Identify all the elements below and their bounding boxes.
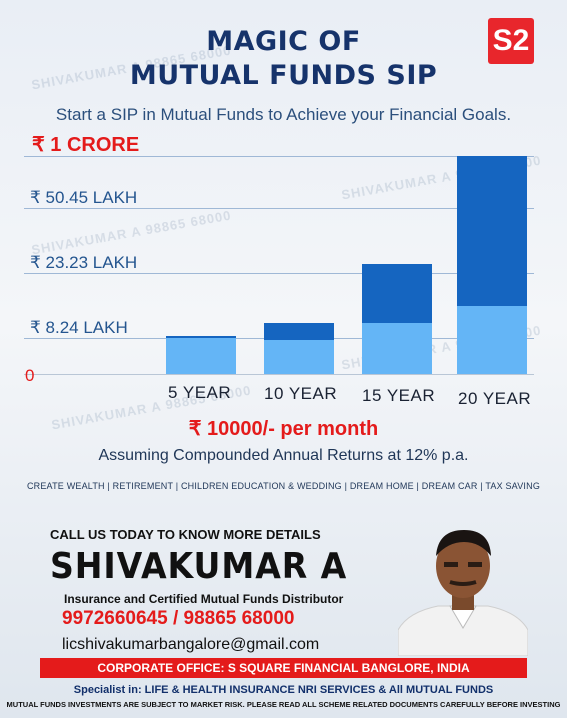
x-label-10yr: 10 YEAR [264, 384, 338, 403]
phone-numbers[interactable]: 9972660645 / 98865 68000 [62, 608, 295, 629]
bar-20-year [457, 156, 527, 374]
disclaimer: MUTUAL FUNDS INVESTMENTS ARE SUBJECT TO … [6, 700, 561, 709]
bar-10-year [264, 323, 334, 374]
bar-15-year [362, 264, 432, 374]
gridline [24, 156, 534, 157]
monthly-amount: ₹ 10000/- per month [188, 418, 379, 440]
bar-invested-segment [166, 338, 236, 374]
advisor-photo [398, 530, 528, 656]
y-tick-zero: 0 [25, 366, 35, 385]
y-tick-1crore: ₹ 1 CRORE [32, 134, 140, 156]
gridline [24, 208, 534, 209]
bar-returns-segment [264, 323, 334, 340]
email-address[interactable]: licshivakumarbangalore@gmail.com [62, 636, 320, 653]
gridline [24, 273, 534, 274]
s2-logo-icon: S2 [488, 18, 534, 64]
bar-returns-segment [362, 264, 432, 323]
y-tick-23lakh: ₹ 23.23 LAKH [30, 253, 138, 272]
y-tick-8lakh: ₹ 8.24 LAKH [30, 318, 128, 337]
bar-returns-segment [457, 156, 527, 306]
bar-returns-segment [166, 336, 236, 339]
x-label-20yr: 20 YEAR [458, 389, 532, 408]
advisor-role: Insurance and Certified Mutual Funds Dis… [64, 592, 344, 606]
call-to-action: CALL US TODAY TO KNOW MORE DETAILS [50, 527, 321, 542]
goal-tags: CREATE WEALTH | RETIREMENT | CHILDREN ED… [26, 481, 541, 491]
x-axis-line [24, 374, 534, 375]
assumption-text: Assuming Compounded Annual Returns at 12… [98, 447, 469, 464]
y-tick-50lakh: ₹ 50.45 LAKH [30, 188, 138, 207]
x-label-15yr: 15 YEAR [362, 386, 436, 405]
bar-invested-segment [264, 339, 334, 374]
corporate-office-banner: CORPORATE OFFICE: S SQUARE FINANCIAL BAN… [40, 658, 527, 678]
subtitle: Start a SIP in Mutual Funds to Achieve y… [55, 105, 512, 124]
x-label-5yr: 5 YEAR [168, 383, 232, 402]
bar-invested-segment [457, 305, 527, 374]
bar-invested-segment [362, 322, 432, 374]
specialist-line: Specialist in: LIFE & HEALTH INSURANCE N… [73, 684, 494, 696]
title-line1: MAGIC OF [206, 26, 361, 57]
advisor-name: SHIVAKUMAR A [50, 546, 348, 587]
bar-5-year [166, 336, 236, 374]
watermark: SHIVAKUMAR A 98865 68000 [30, 207, 233, 258]
title-line2: MUTUAL FUNDS SIP [129, 60, 438, 91]
